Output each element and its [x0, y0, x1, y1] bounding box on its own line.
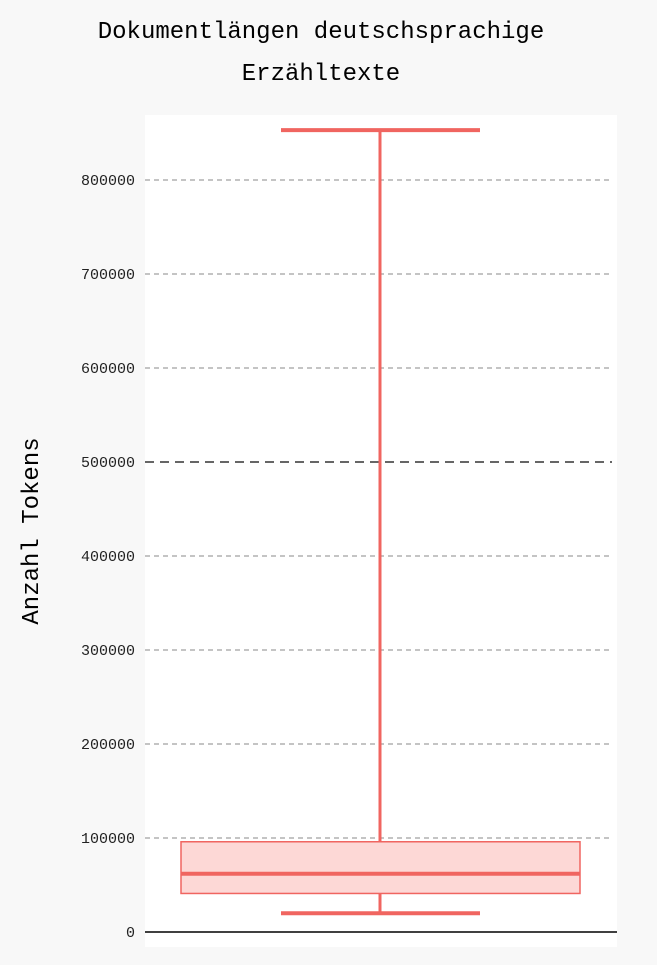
y-tick-label-200000: 200000 [81, 737, 135, 754]
iqr-box [180, 841, 581, 895]
y-tick-label-0: 0 [126, 925, 135, 942]
grid-lines [145, 179, 617, 933]
chart-title-line-2: Erzähltexte [242, 61, 400, 88]
y-tick-label-100000: 100000 [81, 831, 135, 848]
y-tick-label-300000: 300000 [81, 643, 135, 660]
y-tick-label-500000: 500000 [81, 455, 135, 472]
chart-title-line-1: Dokumentlängen deutschsprachige [98, 19, 544, 46]
y-tick-label-700000: 700000 [81, 267, 135, 284]
y-tick-label-800000: 800000 [81, 173, 135, 190]
y-axis-label: Anzahl Tokens [19, 437, 46, 624]
y-tick-labels: 0 100000 200000 300000 400000 500000 600000 700… [81, 173, 135, 942]
y-tick-label-400000: 400000 [81, 549, 135, 566]
y-tick-label-600000: 600000 [81, 361, 135, 378]
box-plot [180, 128, 581, 916]
